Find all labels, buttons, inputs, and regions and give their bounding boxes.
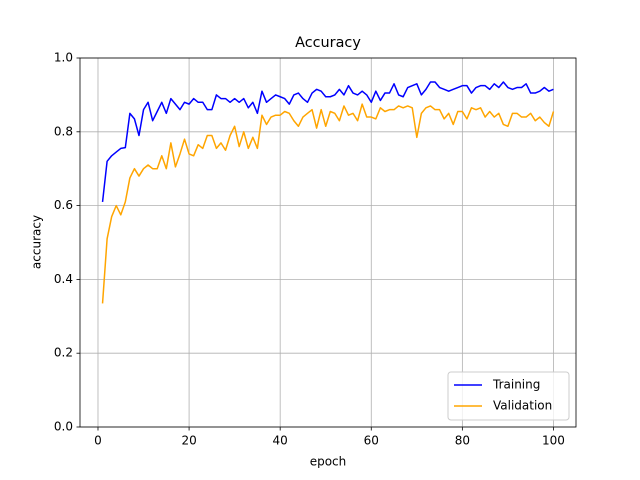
legend-label: Validation	[493, 399, 552, 413]
plot-frame	[79, 57, 577, 428]
legend-label: Training	[492, 378, 540, 392]
data-line	[101, 103, 555, 304]
x-tick-label: 60	[364, 434, 379, 448]
x-tick-label: 0	[94, 434, 102, 448]
x-tick-label: 80	[455, 434, 470, 448]
y-tick-label: 1.0	[54, 51, 73, 65]
x-tick-label: 20	[181, 434, 196, 448]
legend-box	[447, 371, 570, 421]
y-axis-label: accuracy	[30, 215, 44, 269]
x-tick-label: 40	[273, 434, 288, 448]
chart-title: Accuracy	[295, 35, 361, 51]
data-line	[101, 81, 554, 202]
x-axis-label: epoch	[310, 455, 347, 469]
y-tick-label: 0.4	[54, 272, 73, 286]
x-tick-label: 100	[542, 434, 565, 448]
y-tick-label: 0.0	[54, 420, 73, 434]
y-tick-label: 0.2	[54, 346, 73, 360]
y-tick-label: 0.8	[54, 124, 73, 138]
y-tick-label: 0.6	[54, 198, 73, 212]
